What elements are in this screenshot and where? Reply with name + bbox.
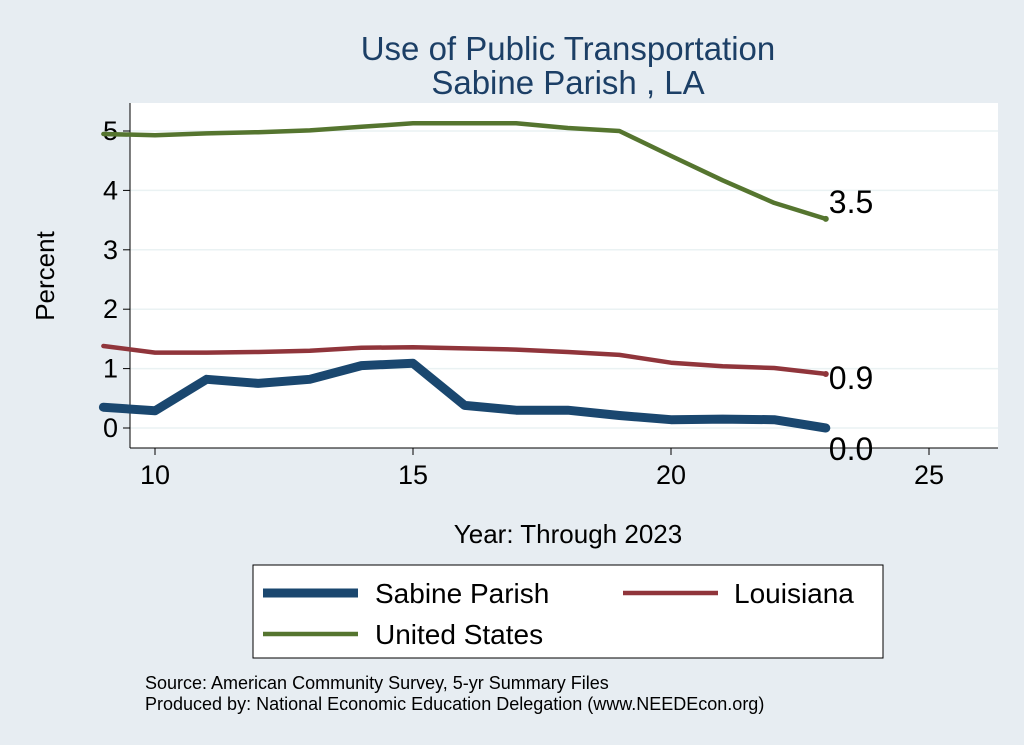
- chart-title: Use of Public Transportation: [361, 30, 776, 67]
- plot-area: [130, 103, 998, 448]
- x-tick-label-20: 20: [656, 460, 686, 490]
- legend-label-united-states: United States: [375, 619, 543, 650]
- y-tick-label-1: 1: [103, 354, 118, 384]
- x-tick-label-25: 25: [914, 460, 944, 490]
- end-label-united-states: 3.5: [829, 184, 873, 220]
- legend: Sabine Parish Louisiana United States: [263, 578, 854, 650]
- y-tick-label-0: 0: [103, 413, 118, 443]
- produced-by-note: Produced by: National Economic Education…: [145, 694, 764, 714]
- x-tick-label-15: 15: [398, 460, 428, 490]
- y-tick-label-5: 5: [103, 116, 118, 146]
- series-lines: [98, 121, 831, 433]
- series-line-sabine-parish: [98, 358, 831, 433]
- series-line-louisiana: [101, 343, 829, 377]
- y-tick-label-4: 4: [103, 175, 118, 205]
- y-axis-title: Percent: [30, 230, 60, 320]
- end-label-sabine-parish: 0.0: [829, 431, 873, 467]
- source-note: Source: American Community Survey, 5-yr …: [145, 673, 609, 693]
- end-label-louisiana: 0.9: [829, 360, 873, 396]
- end-labels: 0.0 0.9 3.5: [829, 184, 873, 467]
- x-axis-title: Year: Through 2023: [454, 519, 682, 549]
- legend-label-sabine-parish: Sabine Parish: [375, 578, 549, 609]
- end-point-louisiana: [822, 370, 829, 377]
- chart-subtitle: Sabine Parish , LA: [431, 64, 704, 101]
- legend-box: [252, 564, 884, 659]
- end-point-sabine-parish: [822, 425, 829, 431]
- legend-label-louisiana: Louisiana: [734, 578, 854, 609]
- y-tick-label-3: 3: [103, 235, 118, 265]
- x-tick-label-10: 10: [140, 460, 170, 490]
- end-point-united-states: [822, 215, 829, 222]
- axes: 0 1 2 3 4 5 10 15 20 25: [103, 103, 998, 490]
- series-line-united-states: [101, 121, 829, 222]
- y-tick-label-2: 2: [103, 294, 118, 324]
